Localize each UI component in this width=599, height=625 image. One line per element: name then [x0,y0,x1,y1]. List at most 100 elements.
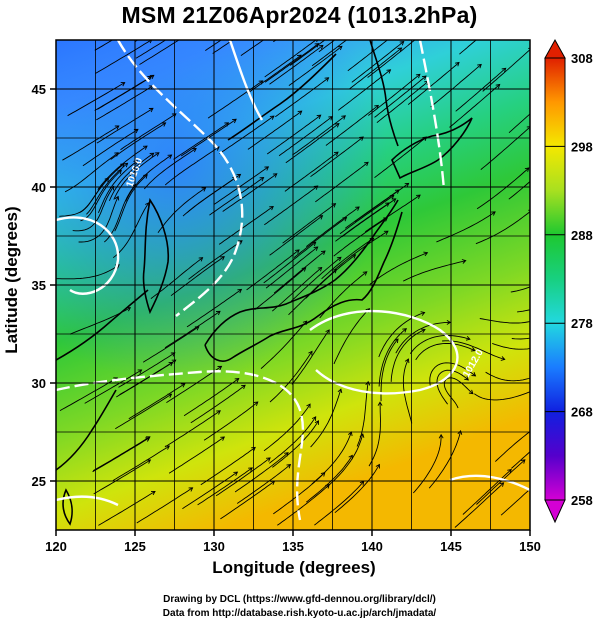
streamline-arrow [313,246,319,251]
x-tick-label: 145 [440,539,462,554]
streamline [354,183,409,222]
streamline [305,254,356,299]
streamline-arrow [308,350,313,356]
streamline-arrow [284,452,289,457]
map-title: MSM 21Z06Apr2024 (1013.2hPa) [121,2,478,28]
streamline-arrow [237,240,243,245]
streamline [315,161,369,203]
streamline [125,154,172,202]
streamline [376,80,429,123]
streamline-arrow [263,16,267,20]
streamline [80,169,122,222]
x-tick-label: 135 [282,539,304,554]
streamline-arrow [386,69,392,74]
streamline [475,211,530,245]
streamline [284,151,339,192]
streamline [136,487,193,524]
streamline-arrow [342,216,348,222]
streamline-arrow [317,266,323,272]
streamline [485,371,530,382]
streamline-arrow [359,136,364,141]
streamline [97,145,148,190]
streamline [409,335,471,354]
streamline [120,113,177,151]
streamline-arrow [192,148,197,153]
streamline-arrow [301,267,307,272]
streamline-arrow [367,12,371,16]
streamline-arrow [148,107,154,113]
streamline [273,40,277,43]
streamline [494,430,530,462]
streamline-arrow [147,40,153,44]
streamline-arrow [180,383,186,388]
streamline [264,43,319,83]
streamline [220,480,275,520]
streamline [92,437,150,473]
streamline [236,464,291,504]
streamline [222,173,278,212]
streamline [449,84,500,128]
streamline-arrow [311,416,317,421]
streamline [368,402,381,467]
streamline [325,433,364,489]
streamline-arrow [348,454,353,460]
streamline [310,136,364,178]
streamline-arrow [421,75,427,81]
streamline [110,122,166,160]
streamline-arrow [359,433,365,438]
streamline [200,447,256,486]
streamline [82,129,139,167]
streamline-arrow [471,372,477,377]
streamline [186,174,241,214]
streamline-arrow [194,326,200,331]
streamline [325,105,379,146]
colorbar-tick-label: 288 [571,228,593,243]
x-tick-label: 150 [519,539,541,554]
streamline [318,40,336,53]
streamline-arrow [236,173,242,179]
streamline-arrow [457,430,463,435]
streamline [119,359,176,396]
streamline [289,40,326,66]
streamline-arrow [364,161,369,167]
streamline [333,308,370,365]
streamline-arrow [351,254,357,259]
streamline-arrow [334,123,340,128]
streamline [403,260,466,282]
streamline-arrow [188,23,192,27]
streamline [219,115,275,154]
streamline [474,391,530,401]
streamline [374,136,427,178]
colorbar-tick-label: 278 [571,316,593,331]
streamline [67,82,125,117]
streamline [263,403,311,452]
streamline [349,47,402,90]
streamline-arrow [446,320,452,325]
streamline [133,40,136,41]
streamline-arrow [333,151,339,157]
streamline-arrow [501,67,507,73]
streamline [269,215,323,256]
streamline-arrow [237,288,243,294]
streamline [480,126,530,170]
streamline-arrow [151,490,156,496]
streamline [369,252,428,285]
streamline [293,217,347,258]
streamline-arrow [258,80,264,85]
streamline-arrow [215,310,221,316]
streamline-arrow [423,251,429,257]
streamline [157,187,206,234]
streamline [266,114,321,155]
streamline [212,40,234,54]
streamline-arrow [477,63,482,69]
streamline-arrow [320,250,326,255]
streamline [240,40,265,56]
colorbar-tick-label: 308 [571,51,593,66]
y-tick-label: 35 [32,278,46,293]
streamline-arrow [114,195,120,201]
streamline-arrow [269,115,275,120]
streamline [459,40,477,55]
streamline-arrow [383,230,389,236]
streamline-arrow [362,271,368,276]
streamline [183,378,239,417]
